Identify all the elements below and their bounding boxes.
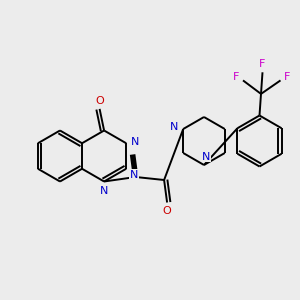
Text: N: N [130, 170, 138, 180]
Text: O: O [95, 95, 104, 106]
Text: N: N [100, 186, 108, 196]
Text: F: F [284, 72, 290, 82]
Text: N: N [202, 152, 211, 162]
Text: N: N [170, 122, 178, 133]
Text: O: O [163, 206, 172, 216]
Text: F: F [233, 72, 240, 82]
Text: F: F [259, 59, 266, 69]
Text: N: N [131, 137, 140, 147]
